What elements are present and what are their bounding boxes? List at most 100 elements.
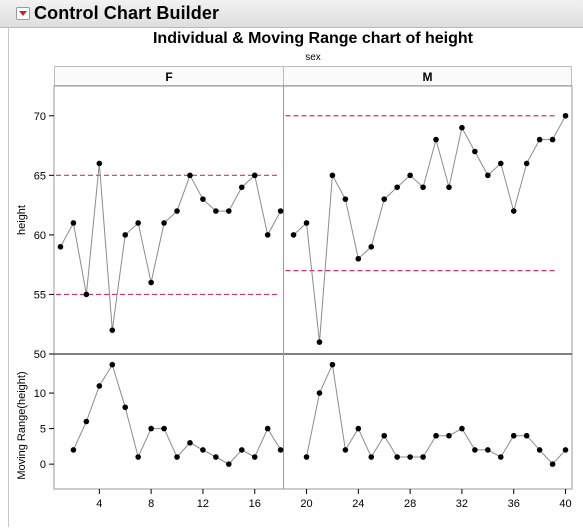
moving-range-point (459, 425, 465, 432)
moving-range-point (497, 454, 504, 460)
individual-point (264, 232, 271, 238)
individual-point (122, 232, 129, 238)
individual-point (562, 112, 569, 119)
moving-range-point (549, 461, 556, 467)
moving-range-point (213, 454, 219, 460)
moving-range-point (277, 447, 284, 453)
individual-point (420, 184, 426, 191)
moving-range-point (420, 454, 426, 460)
individual-point (109, 327, 116, 333)
moving-range-point (161, 425, 167, 432)
individual-point (368, 244, 375, 250)
x-tick-label: 16 (249, 498, 261, 510)
individual-point (174, 208, 180, 214)
individual-y-axis-label: height (16, 205, 28, 235)
x-tick-label: 12 (197, 498, 209, 510)
x-tick-label: 36 (508, 498, 520, 510)
report-title: Control Chart Builder (34, 3, 220, 23)
individual-point (251, 172, 258, 179)
chart-title: Individual & Moving Range chart of heigh… (152, 30, 473, 47)
individual-point (329, 172, 336, 179)
individual-y-tick-label: 60 (34, 230, 46, 242)
x-tick-label: 8 (148, 498, 154, 510)
individual-point (238, 184, 245, 191)
moving-range-plot-frame (53, 353, 573, 490)
moving-range-point (485, 447, 491, 453)
individual-point (187, 172, 193, 179)
control-chart-builder-header: Control Chart Builder (0, 0, 583, 28)
moving-range-point (433, 432, 439, 439)
moving-range-point (407, 454, 413, 460)
moving-range-point (200, 447, 206, 453)
moving-range-point (251, 454, 258, 460)
moving-range-point (381, 432, 388, 439)
moving-range-point (355, 425, 362, 432)
individual-point (407, 172, 413, 179)
individual-point (303, 220, 310, 226)
moving-range-point (368, 454, 375, 460)
moving-range-point (472, 447, 478, 453)
individual-point (459, 124, 465, 131)
individual-point (536, 136, 543, 143)
moving-range-point (83, 418, 90, 425)
individual-point (433, 136, 439, 143)
individual-point (472, 148, 478, 155)
moving-range-line-f (72, 363, 282, 465)
outline-rail (8, 27, 9, 527)
moving-range-point (446, 432, 452, 439)
individual-y-tick-label: 70 (34, 111, 46, 123)
individual-point (70, 220, 77, 226)
individual-line-f (60, 163, 282, 331)
moving-range-point (329, 361, 336, 368)
individual-point (57, 244, 64, 250)
x-tick-label: 24 (352, 498, 364, 510)
x-tick-label: 40 (559, 498, 571, 510)
individual-point (446, 184, 452, 191)
moving-range-point (96, 383, 103, 389)
individual-point (226, 208, 232, 214)
individual-point (316, 339, 323, 345)
moving-range-point (238, 447, 245, 453)
individual-point (161, 220, 167, 226)
x-tick-label: 4 (96, 498, 102, 510)
individual-point (148, 279, 154, 286)
moving-range-point (70, 447, 77, 453)
individual-y-tick-label: 65 (34, 170, 46, 182)
individual-plot-frame (53, 85, 573, 355)
moving-range-point (303, 454, 310, 460)
individual-point (497, 160, 504, 167)
moving-range-point (316, 390, 323, 396)
moving-range-point (394, 454, 400, 460)
x-tick-label: 28 (404, 498, 416, 510)
individual-point (355, 255, 362, 262)
moving-range-y-tick-label: 10 (34, 388, 46, 400)
individual-y-tick-label: 55 (34, 289, 46, 301)
individual-point (200, 196, 206, 202)
individual-point (381, 196, 388, 202)
individual-point (523, 160, 530, 167)
moving-range-point (174, 454, 180, 460)
individual-point (96, 160, 103, 167)
moving-range-point (342, 447, 349, 453)
moving-range-point (523, 432, 530, 439)
moving-range-point (264, 425, 271, 432)
moving-range-point (187, 440, 193, 446)
moving-range-point (562, 447, 569, 453)
x-tick-label: 20 (300, 498, 312, 510)
moving-range-y-tick-label: 0 (40, 459, 46, 471)
x-tick-label: 32 (456, 498, 468, 510)
moving-range-y-axis-label: Moving Range(height) (16, 371, 28, 479)
moving-range-point (510, 432, 517, 439)
individual-point (342, 196, 349, 202)
group-title: sex (305, 52, 321, 63)
individual-point (83, 291, 90, 298)
individual-point (213, 208, 219, 214)
individual-point (549, 136, 556, 143)
individual-line-m (293, 115, 566, 343)
moving-range-y-tick-label: 5 (40, 424, 46, 436)
disclosure-toggle-icon[interactable] (16, 7, 30, 20)
moving-range-point (135, 454, 141, 460)
individual-point (290, 232, 297, 238)
moving-range-point (226, 461, 232, 467)
